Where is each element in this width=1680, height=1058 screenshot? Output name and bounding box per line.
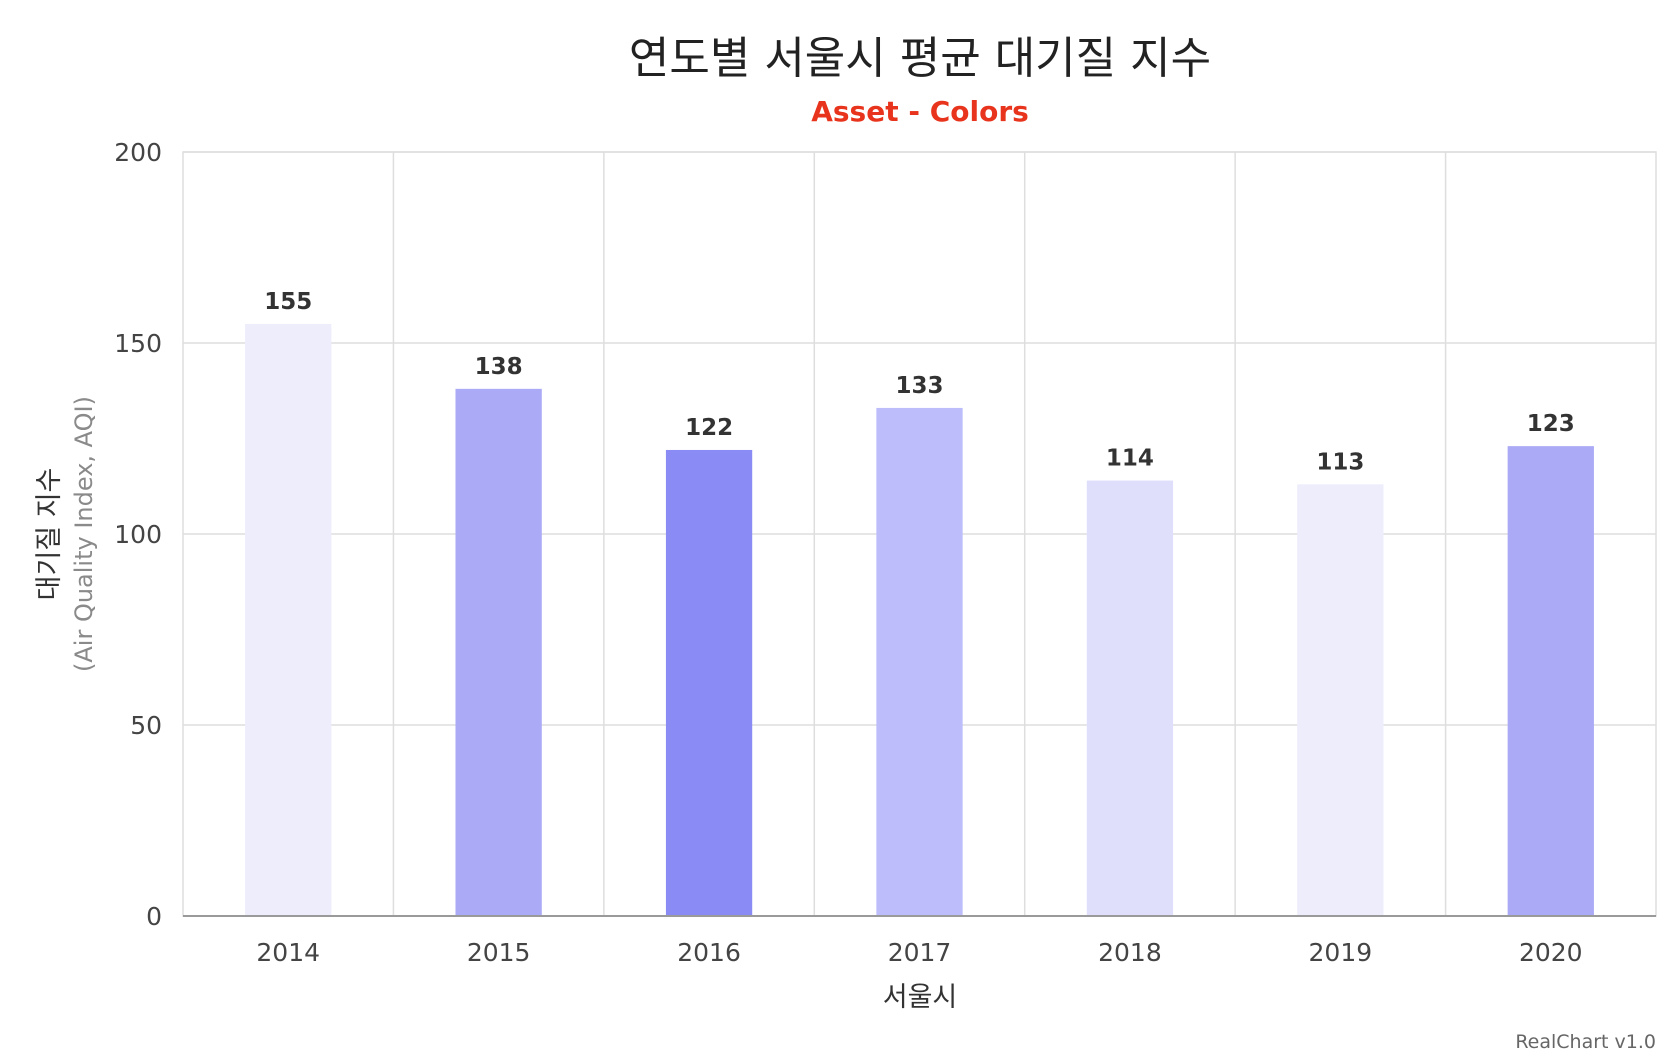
bar [1086,480,1174,916]
y-tick-label: 150 [114,329,162,358]
bar [1297,484,1384,916]
x-tick-label: 2018 [1098,938,1162,967]
bar [1507,446,1594,916]
y-axis-ticks: 0 50 100 150 200 [114,138,162,931]
bar [245,323,332,916]
x-tick-label: 2015 [467,938,531,967]
x-tick-label: 2017 [888,938,952,967]
y-tick-label: 0 [146,902,162,931]
bar [455,388,542,917]
y-tick-label: 50 [130,711,162,740]
data-label: 138 [475,354,523,380]
x-axis-title: 서울시 [883,982,958,1013]
bars [245,323,1594,917]
bar [876,407,963,916]
y-axis-subtitle: (Air Quality Index, AQI) [70,396,98,672]
data-label: 133 [895,373,943,399]
y-tick-label: 200 [114,138,162,167]
x-tick-label: 2016 [677,938,741,967]
chart-credit: RealChart v1.0 [1515,1031,1656,1053]
x-tick-label: 2014 [256,938,320,967]
y-tick-label: 100 [114,520,162,549]
data-label: 113 [1316,449,1364,475]
x-tick-label: 2020 [1519,938,1583,967]
data-label: 155 [264,289,312,315]
data-labels: 155 138 122 133 114 113 123 [264,289,1575,475]
y-axis-title-group: 대기질 지수 (Air Quality Index, AQI) [34,396,98,672]
data-label: 123 [1527,411,1575,437]
y-axis-title: 대기질 지수 [34,468,65,601]
bar [665,449,753,916]
chart-title: 연도별 서울시 평균 대기질 지수 [629,33,1211,84]
x-axis-ticks: 2014 2015 2016 2017 2018 2019 2020 [256,938,1582,967]
data-label: 122 [685,415,733,441]
data-label: 114 [1106,446,1154,472]
chart-subtitle: Asset - Colors [811,95,1029,128]
x-tick-label: 2019 [1309,938,1373,967]
